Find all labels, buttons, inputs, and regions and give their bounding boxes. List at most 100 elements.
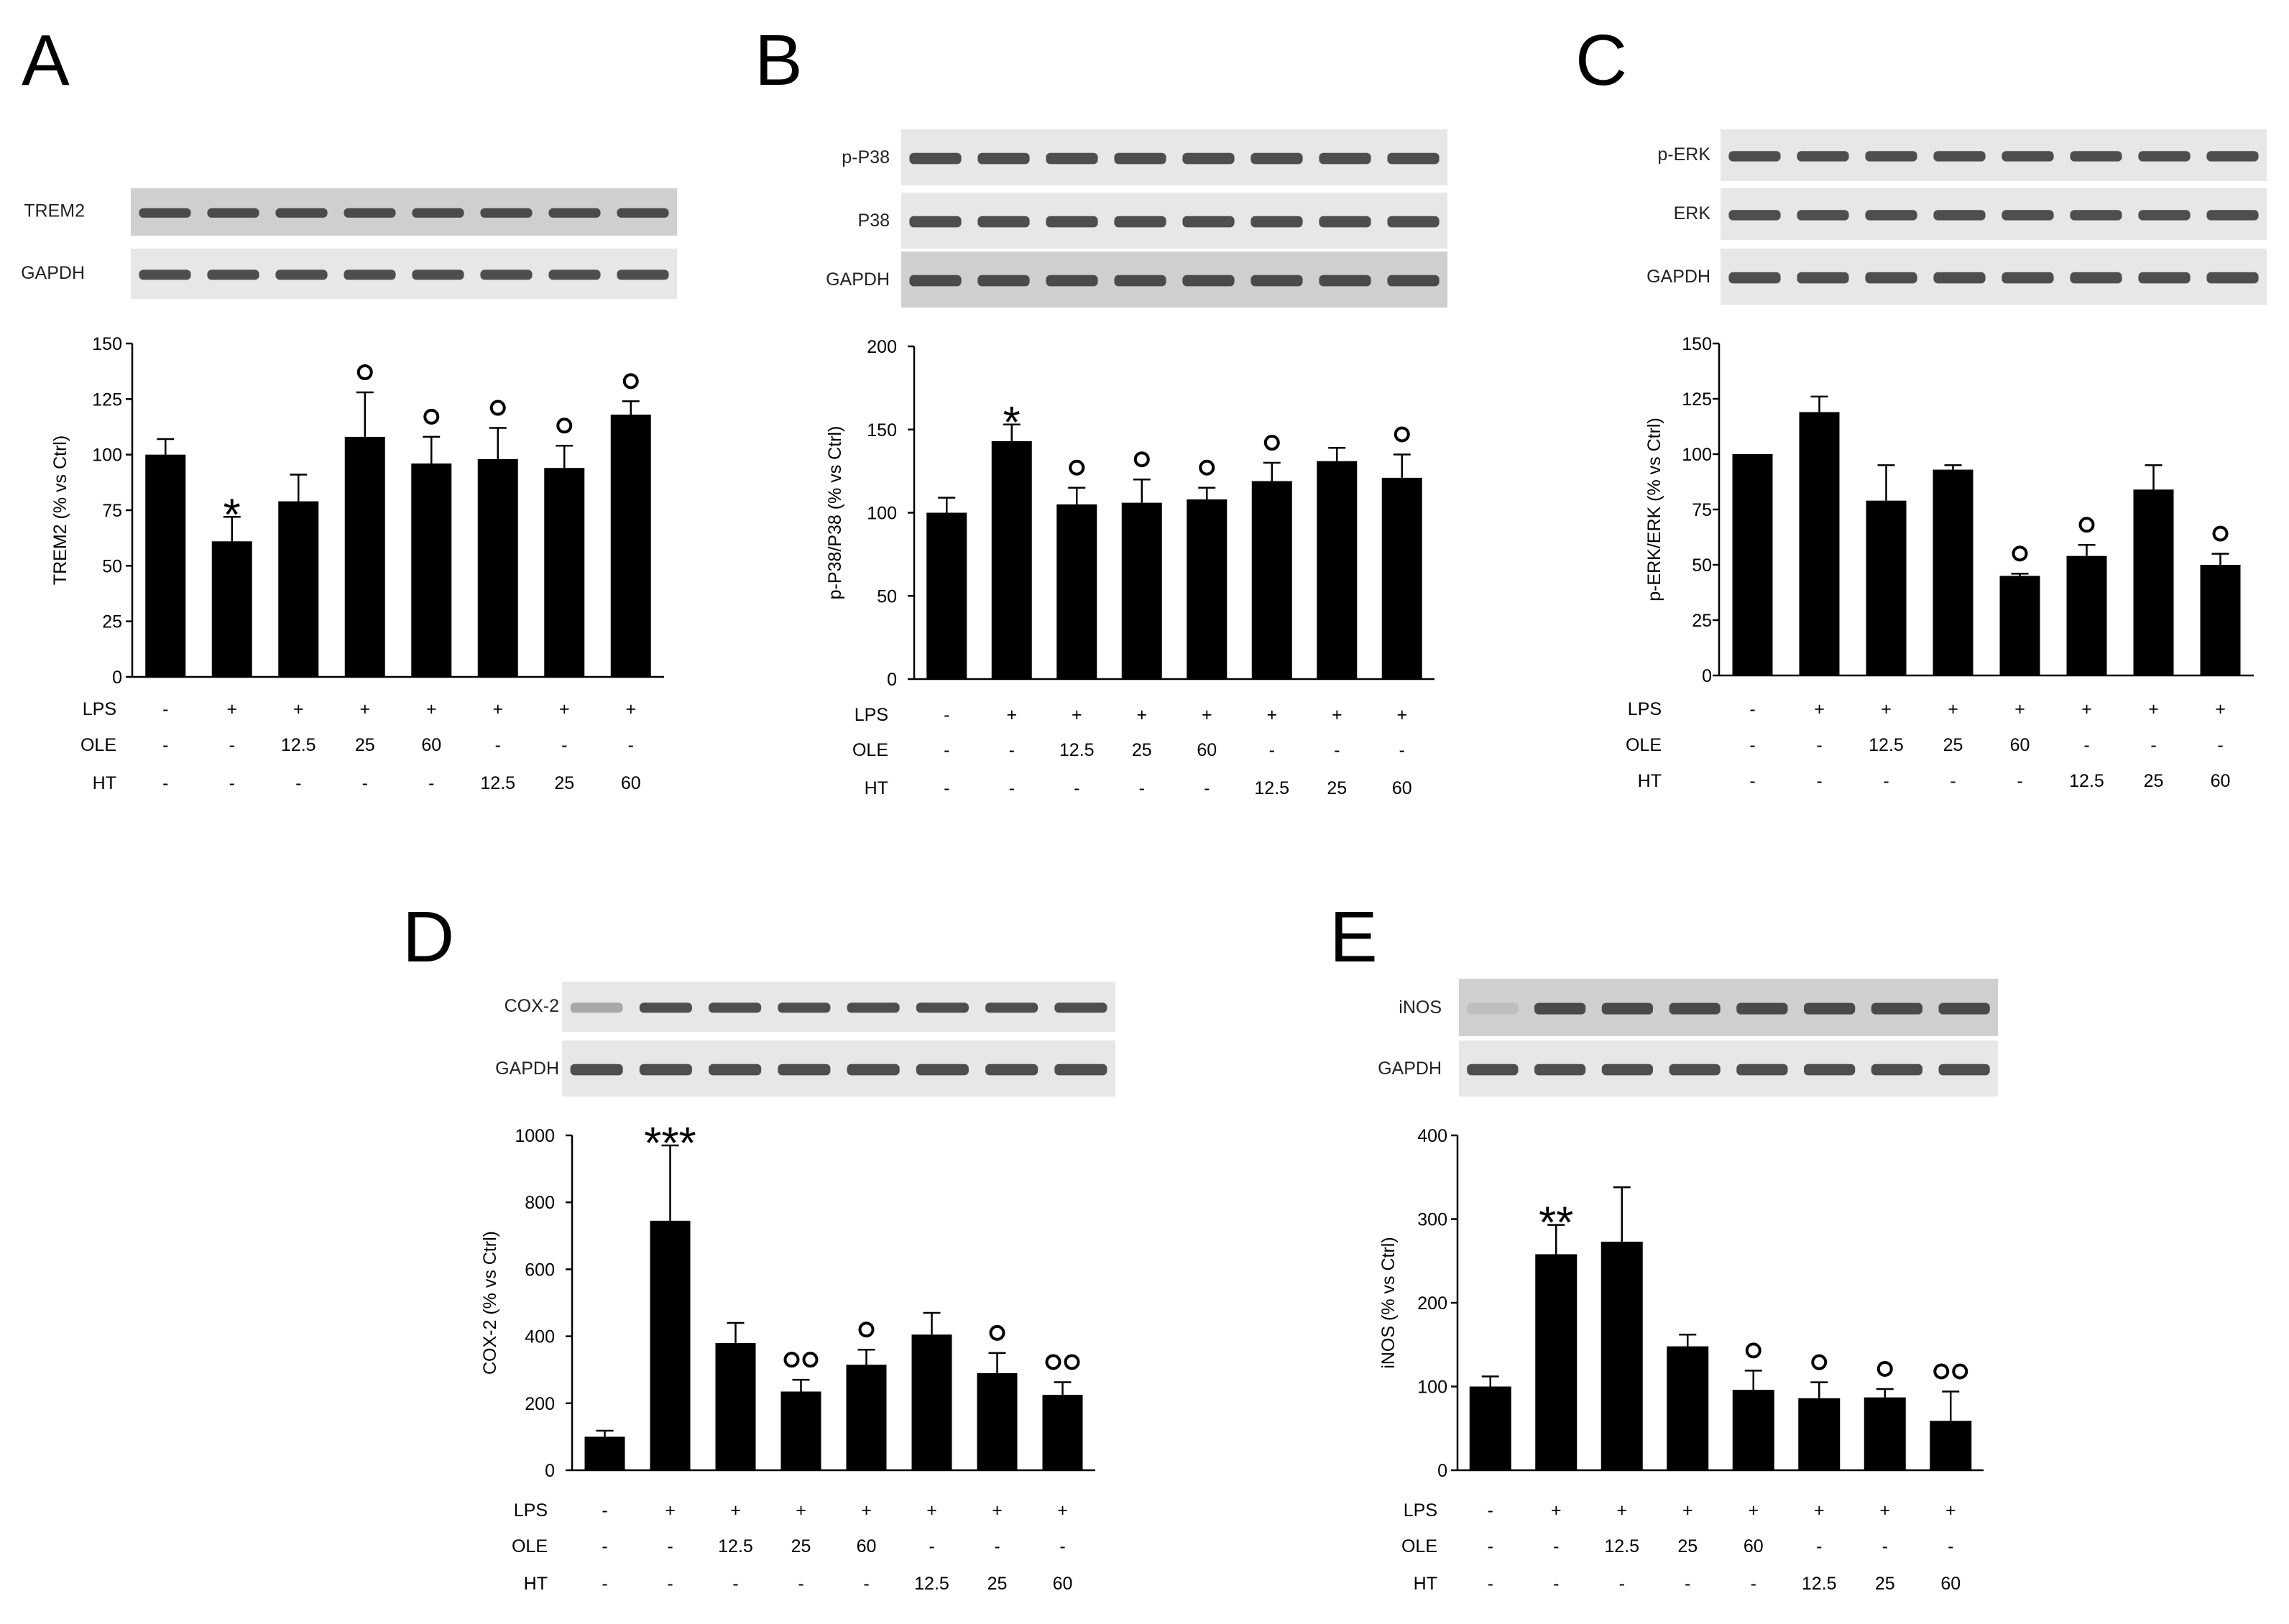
blot-band — [275, 208, 328, 218]
significance-circle — [423, 408, 440, 425]
treatment-value: - — [162, 699, 168, 719]
treatment-value: + — [2014, 699, 2025, 719]
treatment-label-ole: OLE — [80, 735, 116, 755]
treatment-value: 25 — [355, 735, 375, 755]
bar — [2133, 489, 2174, 675]
treatment-value: + — [861, 1500, 872, 1521]
blot-band — [1046, 274, 1098, 287]
treatment-value: 60 — [1744, 1536, 1764, 1556]
treatment-value: + — [1948, 699, 1958, 719]
panel-d: D COX-2 GAPDH 0 200 400 600 800 1000 COX-2 (% vs … — [402, 897, 1115, 1594]
treatment-value: - — [944, 705, 949, 725]
blot-band — [847, 1002, 900, 1013]
bar — [1667, 1346, 1709, 1470]
blot-band — [548, 208, 601, 218]
bar — [715, 1342, 756, 1470]
blot-label: GAPDH — [495, 1058, 559, 1079]
treatment-value: - — [495, 735, 501, 755]
treatment-value: - — [1816, 735, 1822, 755]
treatment-value: + — [2081, 699, 2092, 719]
treatment-value: - — [1619, 1574, 1625, 1594]
treatment-value: 12.5 — [1059, 740, 1095, 760]
treatment-value: - — [798, 1574, 803, 1594]
blot-label: GAPDH — [21, 263, 85, 283]
bar — [1469, 1386, 1511, 1470]
treatment-value: - — [602, 1500, 607, 1521]
blot-band — [1938, 1064, 1990, 1076]
treatment-value: - — [2017, 771, 2022, 791]
treatment-value: + — [926, 1500, 937, 1521]
y-tick-label: 100 — [867, 504, 897, 524]
significance-circle — [858, 1321, 875, 1338]
bar — [991, 440, 1032, 679]
y-tick-label: 0 — [887, 670, 897, 690]
treatment-value: - — [1488, 1500, 1493, 1521]
bar — [1317, 461, 1358, 679]
blot-band — [1467, 1064, 1519, 1076]
blot-strip: p-P38 — [842, 129, 1447, 185]
y-axis-label: p-ERK/ERK (% vs Ctrl) — [1644, 417, 1664, 601]
blot-band — [2002, 151, 2054, 162]
y-tick-label: 125 — [92, 389, 122, 410]
significance-circle — [1394, 426, 1410, 443]
treatment-value: + — [2148, 699, 2159, 719]
blot-band — [139, 269, 191, 280]
bar — [1381, 477, 1422, 679]
panel-letter: C — [1575, 20, 1627, 101]
y-tick-label: 100 — [1417, 1378, 1447, 1398]
blot-strip: ERK — [1674, 188, 2267, 240]
blot-band — [1054, 1002, 1107, 1013]
treatment-value: 12.5 — [1604, 1536, 1639, 1556]
blot-strip: p-ERK — [1657, 129, 2267, 181]
treatment-value: 12.5 — [480, 773, 515, 793]
treatment-value: - — [1399, 740, 1405, 760]
bar — [1999, 576, 2040, 675]
blot-band — [709, 1064, 762, 1076]
blot-band — [1736, 1002, 1788, 1015]
blot-band — [1933, 272, 1986, 284]
blot-strip: GAPDH — [495, 1041, 1115, 1097]
blot-band — [977, 216, 1030, 228]
treatment-value: + — [226, 699, 237, 719]
blot-band — [1865, 151, 1917, 162]
significance-circle — [1933, 1363, 1950, 1380]
bar — [477, 458, 518, 677]
blot-label: p-P38 — [842, 147, 890, 167]
treatment-value: - — [162, 735, 168, 755]
blot-band — [570, 1002, 623, 1013]
treatment-value: + — [1945, 1500, 1956, 1521]
treatment-label-ole: OLE — [852, 740, 888, 760]
treatment-label-ht: HT — [93, 773, 116, 793]
treatment-value: - — [1074, 778, 1079, 798]
significance-circle — [1064, 1354, 1080, 1370]
blot-band — [1534, 1064, 1586, 1076]
blot-band — [1467, 1002, 1519, 1015]
blot-band — [1933, 151, 1986, 162]
blot-band — [412, 269, 464, 280]
panel-letter: E — [1330, 897, 1378, 977]
bar — [211, 541, 252, 677]
treatment-value: - — [362, 773, 368, 793]
treatment-label-ht: HT — [1414, 1574, 1437, 1594]
treatment-value: - — [295, 773, 301, 793]
bar — [650, 1220, 691, 1470]
blot-band — [778, 1064, 831, 1076]
blot-label: GAPDH — [826, 269, 890, 290]
treatment-value: 60 — [1940, 1574, 1961, 1594]
bar — [584, 1436, 625, 1470]
bar — [1933, 469, 1973, 675]
blot-label: P38 — [858, 211, 890, 231]
blot-band — [344, 208, 396, 218]
significance-circle — [1745, 1342, 1761, 1359]
treatment-value: 25 — [791, 1536, 811, 1556]
bar — [911, 1334, 952, 1470]
bar — [780, 1391, 821, 1470]
treatment-value: + — [1616, 1500, 1627, 1521]
significance-star: *** — [644, 1119, 696, 1168]
treatment-value: - — [1059, 1536, 1065, 1556]
treatment-value: 25 — [554, 773, 574, 793]
treatment-value: - — [1204, 778, 1210, 798]
blot-band — [548, 269, 601, 280]
treatment-value: + — [1396, 705, 1407, 725]
